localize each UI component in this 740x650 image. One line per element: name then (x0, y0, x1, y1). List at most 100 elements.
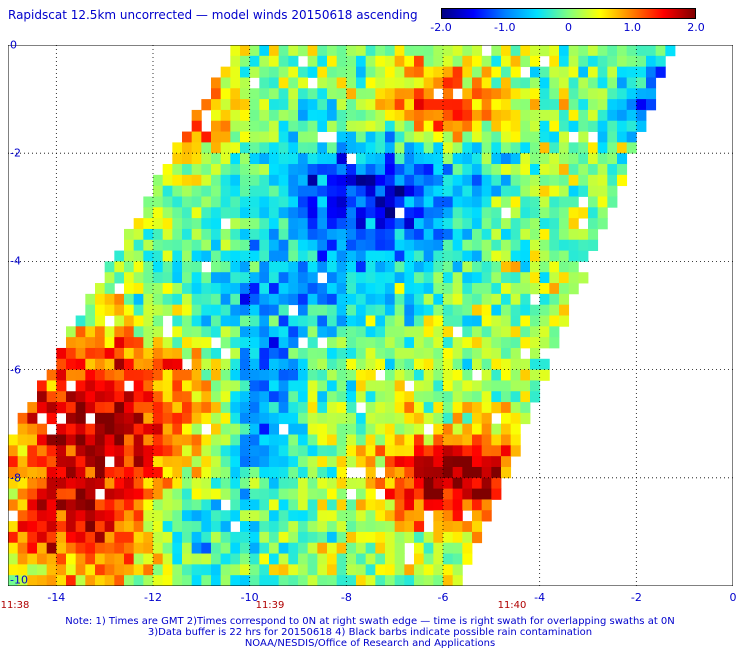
heatmap-cell (356, 337, 367, 349)
heatmap-cell (607, 196, 618, 208)
heatmap-cell (336, 423, 347, 435)
heatmap-cell (317, 109, 328, 122)
heatmap-cell (201, 553, 212, 565)
heatmap-cell (220, 423, 231, 435)
heatmap-cell (530, 45, 541, 57)
heatmap-cell (172, 380, 183, 392)
heatmap-cell (201, 326, 212, 338)
heatmap-cell (568, 153, 579, 165)
heatmap-cell (211, 358, 222, 370)
heatmap-cell (269, 196, 280, 208)
heatmap-cell (230, 510, 241, 522)
heatmap-cell (356, 228, 367, 241)
heatmap-cell (462, 77, 473, 89)
heatmap-cell (626, 45, 637, 57)
heatmap-cell (394, 402, 405, 414)
heatmap-cell (462, 369, 473, 381)
heatmap-cell (385, 477, 396, 490)
heatmap-cell (230, 142, 241, 154)
heatmap-cell (443, 380, 454, 392)
heatmap-cell (153, 369, 164, 381)
heatmap-cell (143, 380, 154, 392)
heatmap-cell (172, 488, 183, 500)
heatmap-cell (153, 466, 164, 479)
heatmap-cell (278, 196, 289, 208)
heatmap-cell (172, 250, 183, 262)
heatmap-cell (356, 55, 367, 68)
heatmap-cell (153, 380, 164, 392)
heatmap-cell (75, 326, 86, 338)
heatmap-cell (317, 477, 328, 490)
heatmap-cell (191, 499, 202, 511)
heatmap-cell (182, 488, 193, 500)
heatmap-cell (520, 55, 531, 68)
heatmap-cell (472, 66, 483, 78)
heatmap-cell (307, 120, 318, 132)
heatmap-cell (375, 553, 386, 565)
heatmap-cell (162, 488, 173, 500)
heatmap-cell (472, 218, 483, 230)
heatmap-cell (8, 488, 19, 500)
heatmap-cell (259, 358, 270, 370)
heatmap-cell (443, 153, 454, 165)
heatmap-cell (365, 207, 376, 219)
heatmap-cell (133, 380, 144, 392)
heatmap-cell (269, 542, 280, 554)
heatmap-cell (443, 326, 454, 338)
heatmap-cell (143, 283, 154, 295)
heatmap-cell (298, 445, 309, 457)
heatmap-cell (414, 402, 425, 414)
heatmap-cell (95, 347, 106, 360)
heatmap-cell (95, 423, 106, 435)
heatmap-cell (336, 488, 347, 500)
heatmap-cell (356, 521, 367, 533)
heatmap-cell (143, 207, 154, 219)
heatmap-cell (172, 228, 183, 241)
heatmap-cell (443, 412, 454, 425)
heatmap-cell (153, 228, 164, 241)
heatmap-cell (365, 185, 376, 197)
heatmap-cell (66, 531, 77, 544)
heatmap-cell (607, 164, 618, 176)
heatmap-cell (8, 466, 19, 479)
heatmap-cell (230, 347, 241, 360)
heatmap-cell (385, 337, 396, 349)
heatmap-cell (104, 358, 115, 370)
heatmap-cell (568, 239, 579, 251)
heatmap-cell (95, 499, 106, 511)
heatmap-cell (133, 218, 144, 230)
heatmap-cell (423, 531, 434, 544)
heatmap-cell (481, 272, 492, 284)
heatmap-cell (423, 283, 434, 295)
heatmap-cell (133, 466, 144, 479)
heatmap-cell (249, 402, 260, 414)
heatmap-cell (46, 542, 57, 554)
heatmap-cell (220, 207, 231, 219)
heatmap-cell (317, 445, 328, 457)
heatmap-cell (288, 250, 299, 262)
heatmap-cell (336, 347, 347, 360)
heatmap-cell (423, 142, 434, 154)
heatmap-cell (375, 456, 386, 468)
heatmap-cell (404, 164, 415, 176)
heatmap-cell (153, 542, 164, 554)
heatmap-cell (278, 283, 289, 295)
heatmap-cell (259, 45, 270, 57)
heatmap-cell (317, 391, 328, 403)
heatmap-cell (211, 131, 222, 143)
heatmap-cell (423, 77, 434, 89)
heatmap-cell (307, 466, 318, 479)
heatmap-cell (491, 466, 502, 479)
heatmap-cell (104, 477, 115, 490)
heatmap-cell (95, 315, 106, 327)
heatmap-cell (607, 66, 618, 78)
heatmap-cell (182, 380, 193, 392)
heatmap-cell (501, 402, 512, 414)
heatmap-cell (172, 402, 183, 414)
heatmap-cell (307, 434, 318, 446)
heatmap-cell (75, 477, 86, 490)
heatmap-cell (433, 250, 444, 262)
heatmap-cell (230, 77, 241, 89)
heatmap-cell (501, 456, 512, 468)
heatmap-cell (240, 466, 251, 479)
